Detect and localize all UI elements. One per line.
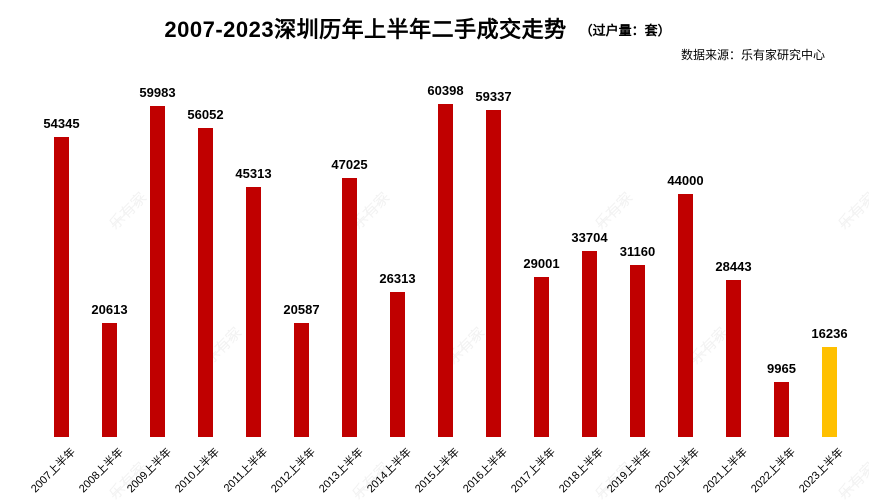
bar-value-label: 56052 [187,107,224,122]
bar-value-label: 16236 [811,326,848,341]
bar-value-label: 59983 [139,85,176,100]
bar-value-label: 31160 [619,244,656,259]
x-axis-label: 2023上半年 [796,446,847,496]
bar [774,382,789,437]
bar [342,178,357,437]
bar-value-label: 44000 [667,173,704,188]
bar [150,106,165,437]
bar-value-label: 26313 [379,271,416,286]
bar-value-label: 20613 [91,302,128,317]
x-axis-label: 2009上半年 [124,446,175,496]
x-axis-label: 2018上半年 [556,446,607,496]
bar [534,277,549,437]
data-source-note: 数据来源：乐有家研究中心 [680,48,825,62]
x-axis-label: 2017上半年 [508,446,559,496]
x-axis-label: 2014上半年 [364,446,415,496]
bar [246,187,261,437]
bar-highlight [822,347,837,437]
bar [54,137,69,437]
bar-value-label: 47025 [331,157,368,172]
bar [294,323,309,437]
bar [102,323,117,437]
bar-value-label: 28443 [715,259,752,274]
bar-value-label: 60398 [427,83,464,98]
chart-title: 2007-2023深圳历年上半年二手成交走势 [164,17,567,42]
bar [486,110,501,437]
bar-value-label: 59337 [475,89,512,104]
chart-header: 2007-2023深圳历年上半年二手成交走势 （过户量：套） [0,12,852,44]
bar-value-label: 33704 [571,230,608,245]
bar [726,280,741,437]
x-axis-label: 2020上半年 [652,446,703,496]
x-axis-label: 2007上半年 [28,446,79,496]
bar-value-label: 45313 [235,166,272,181]
bar [630,265,645,437]
x-axis-label: 2012上半年 [268,446,319,496]
x-axis-label: 2008上半年 [76,446,127,496]
x-axis-label: 2019上半年 [604,446,655,496]
x-axis-label: 2013上半年 [316,446,367,496]
chart-title-unit: （过户量：套） [579,23,671,38]
x-axis-label: 2011上半年 [221,446,271,495]
bar-value-label: 20587 [283,302,320,317]
x-axis-label: 2010上半年 [172,446,223,496]
bar [678,194,693,437]
x-axis-label: 2022上半年 [748,446,799,496]
bar-value-label: 54345 [43,116,80,131]
bar-value-label: 9965 [767,361,796,376]
bar [198,128,213,437]
bar [438,104,453,437]
x-axis-label: 2015上半年 [412,446,463,496]
x-axis-label: 2016上半年 [460,446,511,496]
x-axis-label: 2021上半年 [700,446,751,496]
bar-value-label: 29001 [523,256,560,271]
bar [582,251,597,437]
bar [390,292,405,437]
